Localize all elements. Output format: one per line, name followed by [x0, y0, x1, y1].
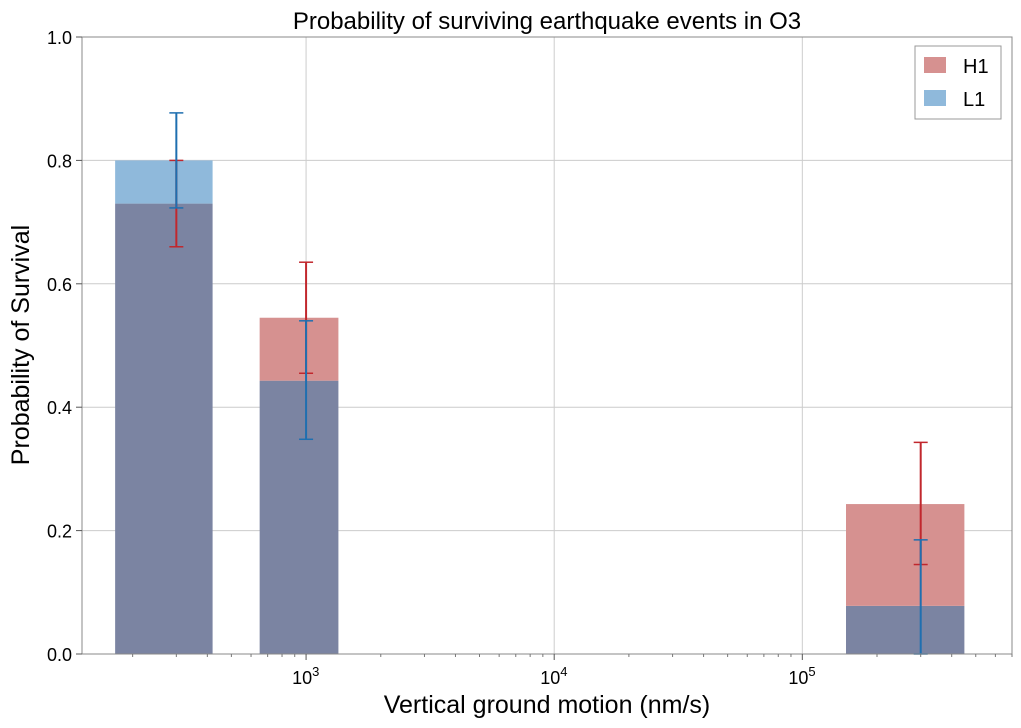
legend-label-h1: H1 [963, 56, 989, 78]
bar-h1 [846, 504, 965, 606]
y-axis-label: Probability of Survival [7, 225, 35, 465]
legend-swatch-l1 [924, 90, 946, 106]
x-tick-label: 103 [292, 664, 319, 688]
axis-ticks: 0.0 0.2 0.4 0.6 0.8 1.0 103 104 105 [47, 28, 1013, 688]
chart-title: Probability of surviving earthquake even… [293, 8, 801, 35]
bar-h1 [259, 317, 339, 381]
y-tick-label: 1.0 [47, 28, 72, 48]
bar-overlap [846, 605, 965, 654]
legend-swatch-h1 [924, 57, 946, 73]
bar-l1 [115, 160, 213, 204]
y-tick-label: 0.8 [47, 151, 72, 171]
error-bars [169, 112, 928, 655]
grid-lines [82, 37, 1012, 654]
x-tick-label: 105 [788, 664, 815, 688]
bar-overlap [259, 380, 339, 654]
legend-label-l1: L1 [963, 89, 985, 111]
y-tick-label: 0.6 [47, 275, 72, 295]
x-axis-label: Vertical ground motion (nm/s) [384, 691, 711, 719]
y-tick-label: 0.0 [47, 645, 72, 665]
y-tick-label: 0.2 [47, 522, 72, 542]
plot-frame [81, 36, 1013, 655]
bar-overlap [115, 203, 213, 654]
bars [115, 160, 965, 654]
x-tick-label: 104 [540, 664, 567, 688]
legend: H1 L1 [914, 45, 1002, 120]
y-tick-label: 0.4 [47, 398, 72, 418]
